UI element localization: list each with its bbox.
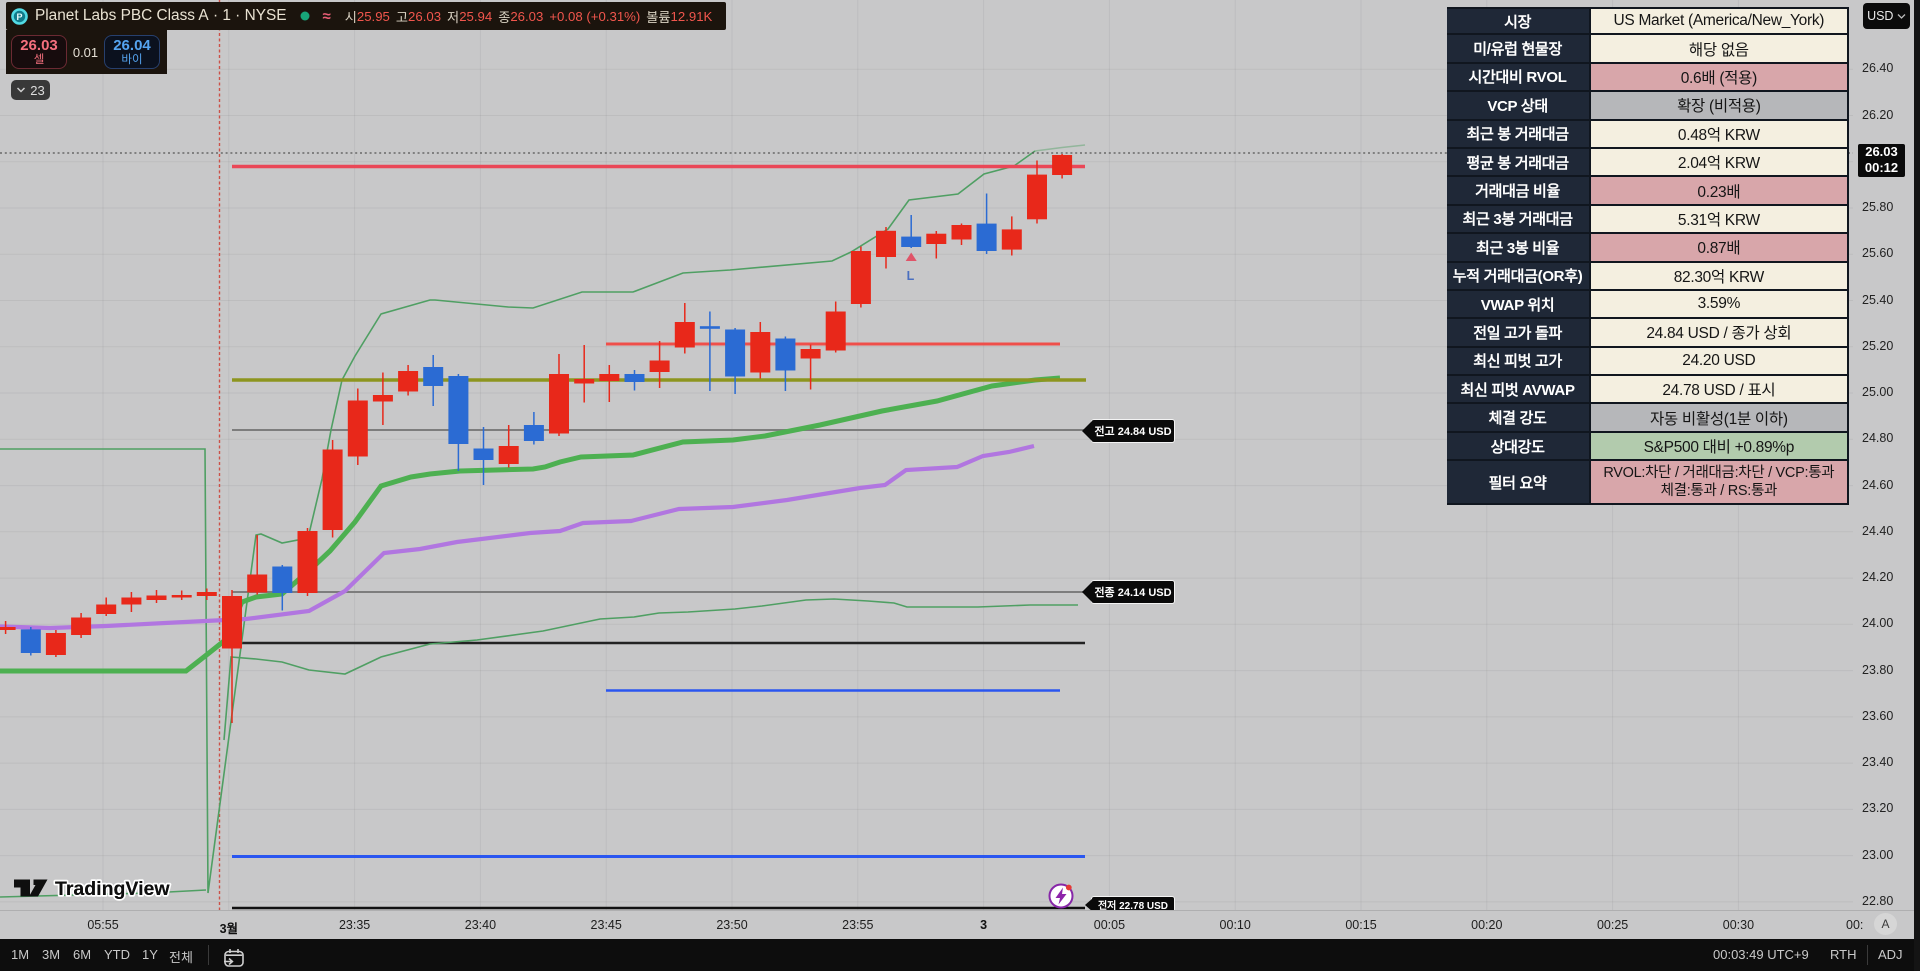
- svg-text:P: P: [16, 12, 22, 22]
- svg-text:TradingView: TradingView: [55, 878, 170, 900]
- svg-text:TradingView: TradingView: [55, 878, 170, 900]
- svg-text:L: L: [907, 269, 915, 283]
